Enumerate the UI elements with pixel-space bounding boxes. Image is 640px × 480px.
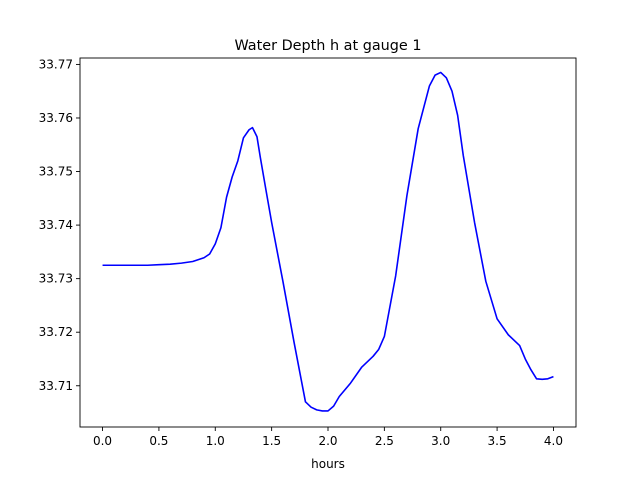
x-tick-label: 1.5 bbox=[262, 434, 281, 448]
y-tick-label: 33.71 bbox=[39, 379, 73, 393]
chart-title: Water Depth h at gauge 1 bbox=[234, 38, 421, 54]
x-tick-label: 0.5 bbox=[149, 434, 168, 448]
x-tick-label: 0.0 bbox=[93, 434, 112, 448]
x-tick-label: 3.5 bbox=[488, 434, 507, 448]
x-tick-label: 3.0 bbox=[431, 434, 450, 448]
x-tick-label: 1.0 bbox=[206, 434, 225, 448]
y-tick-label: 33.77 bbox=[39, 57, 73, 71]
x-tick-label: 2.5 bbox=[375, 434, 394, 448]
y-tick-label: 33.74 bbox=[39, 218, 73, 232]
x-tick-label: 2.0 bbox=[318, 434, 337, 448]
y-tick-label: 33.73 bbox=[39, 272, 73, 286]
x-axis-label: hours bbox=[311, 457, 345, 471]
y-tick-label: 33.75 bbox=[39, 165, 73, 179]
x-tick-label: 4.0 bbox=[544, 434, 563, 448]
y-tick-label: 33.72 bbox=[39, 325, 73, 339]
y-tick-label: 33.76 bbox=[39, 111, 73, 125]
y-axis: 33.71 33.72 33.73 33.74 33.75 33.76 33.77 bbox=[39, 57, 80, 393]
series-line-0 bbox=[102, 71, 554, 412]
x-axis: 0.0 0.5 1.0 1.5 2.0 2.5 3.0 3.5 4.0 bbox=[93, 427, 563, 448]
